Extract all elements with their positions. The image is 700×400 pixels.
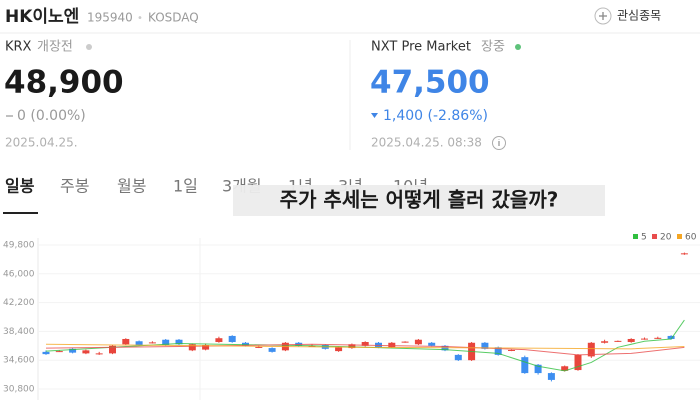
candle-body xyxy=(667,335,675,339)
info-icon[interactable] xyxy=(492,136,506,150)
y-tick-label: 34,600 xyxy=(3,356,35,366)
candle-body xyxy=(614,340,622,342)
candle-body xyxy=(148,342,156,344)
status-dot xyxy=(515,44,521,50)
y-tick-label: 46,000 xyxy=(3,269,35,279)
venue: KRX xyxy=(5,40,32,55)
candle-body xyxy=(587,342,595,357)
y-tick-label: 49,800 xyxy=(3,241,35,251)
info-circle xyxy=(492,136,506,150)
candle-body xyxy=(481,342,489,349)
down-arrow xyxy=(371,113,378,118)
status: 장중 xyxy=(481,40,505,55)
candle-body xyxy=(574,354,582,371)
caption: 주가 추세는 어떻게 흘러 갔을까? xyxy=(280,188,559,212)
legend-label: 20 xyxy=(660,233,672,243)
candle-body xyxy=(654,337,662,339)
y-tick-label: 30,800 xyxy=(3,385,35,395)
candle-body xyxy=(401,341,409,343)
candle-body xyxy=(42,351,50,355)
candle-body xyxy=(122,338,130,345)
legend-swatch xyxy=(633,234,638,239)
candle-body xyxy=(335,347,343,352)
change: 1,400 (-2.86%) xyxy=(383,108,488,124)
y-tick-label: 38,400 xyxy=(3,327,35,337)
watch-label: 관심종목 xyxy=(617,9,661,23)
candle-body xyxy=(255,346,263,348)
candle-body xyxy=(521,357,529,374)
candle-body xyxy=(202,345,210,350)
stock-code: 195940 xyxy=(87,11,133,25)
status: 개장전 xyxy=(37,40,73,55)
stock-name: HK이노엔 xyxy=(5,7,79,27)
candle-body xyxy=(601,341,609,343)
candle-body xyxy=(228,335,236,343)
price: 48,900 xyxy=(4,65,124,101)
caption-box xyxy=(233,185,605,216)
period-tab[interactable]: 주봉 xyxy=(60,177,89,196)
candle-body xyxy=(82,350,90,354)
legend-swatch xyxy=(652,234,657,239)
candle-body xyxy=(428,342,436,346)
change: 0 (0.00%) xyxy=(17,108,86,124)
candle-body xyxy=(414,339,422,345)
candle-body xyxy=(109,345,116,354)
candle-body xyxy=(95,353,103,355)
candle-body xyxy=(162,339,170,346)
period-tab[interactable]: 1일 xyxy=(173,177,198,196)
candle-body xyxy=(547,373,555,380)
candle-body xyxy=(268,348,276,352)
period-tab[interactable]: 일봉 xyxy=(5,177,35,196)
candle-body xyxy=(69,348,77,353)
candle-body xyxy=(188,344,196,351)
period-tab[interactable]: 월봉 xyxy=(117,177,146,196)
venue: NXT Pre Market xyxy=(371,40,471,55)
date: 2025.04.25. 08:38 xyxy=(371,136,482,150)
price: 47,500 xyxy=(370,65,490,101)
candle-body xyxy=(348,344,356,349)
candle-body xyxy=(627,338,635,343)
candle-body xyxy=(215,338,223,343)
moving-average-line xyxy=(45,319,685,372)
candle-body xyxy=(454,354,462,361)
candle-body xyxy=(388,342,396,348)
market: KOSDAQ xyxy=(148,11,199,25)
candle-body xyxy=(680,253,688,255)
status-dot xyxy=(86,44,92,50)
candlestick-chart: 30,800 34,600 38,400 42,200 46,000 49,800 5 20 6… xyxy=(3,233,700,395)
date: 2025.04.25. xyxy=(5,136,78,150)
separator: • xyxy=(137,13,143,24)
legend-label: 60 xyxy=(685,233,697,243)
candle-body xyxy=(561,366,569,371)
watch-button[interactable]: 관심종목 xyxy=(594,7,661,25)
candle-body xyxy=(508,349,515,351)
candle-body xyxy=(135,341,143,346)
y-tick-label: 42,200 xyxy=(3,298,35,308)
plus-glyph xyxy=(599,12,607,20)
candle-body xyxy=(175,339,183,345)
legend-swatch xyxy=(677,234,682,239)
candle-body xyxy=(534,364,542,374)
candle-body xyxy=(55,351,63,353)
candle-body xyxy=(641,338,648,340)
candle-body xyxy=(361,342,369,346)
candle-body xyxy=(494,347,502,355)
plus-icon xyxy=(594,7,612,25)
moving-average-line xyxy=(45,343,685,350)
legend-label: 5 xyxy=(641,233,647,243)
